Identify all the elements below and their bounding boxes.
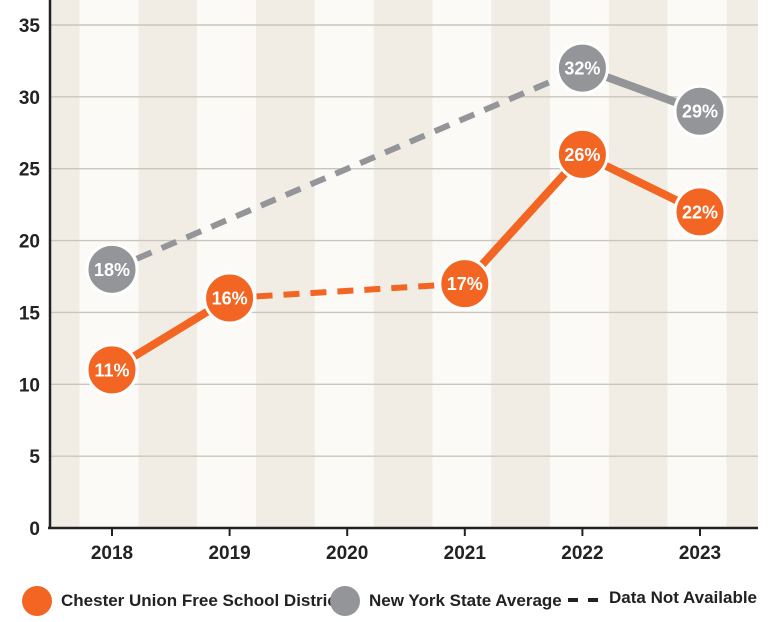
background-band [726,0,758,528]
series-line-gap-dashed [229,280,465,302]
data-point [85,242,139,296]
series-line-segment [461,151,586,287]
legend-label-state: New York State Average [369,591,562,610]
background-band [314,0,374,528]
y-tick-label: 10 [19,375,40,396]
data-point [555,127,609,181]
data-label: 26% [564,145,600,165]
legend-label-district: Chester Union Free School District [61,591,343,610]
legend-label-na: Data Not Available [609,588,758,607]
data-label: 17% [447,274,483,294]
y-tick-label: 5 [29,447,40,468]
y-tick-label: 0 [29,519,40,540]
x-tick-label: 2019 [208,543,250,564]
legend-swatch-district [22,586,52,616]
legend-dash-swatch [568,598,600,602]
data-point [85,343,139,397]
series-line-gap-dashed [110,65,584,273]
data-label: 16% [212,289,248,309]
y-tick-label: 20 [19,232,40,253]
data-point [673,84,727,138]
legend-item-state: New York State Average [330,586,562,616]
data-point [438,257,492,311]
y-axis-ticks: 0 5 10 15 20 25 30 35 [19,16,41,540]
background-band [197,0,257,528]
background-band [491,0,551,528]
legend-item-na: Data Not Available [568,588,757,608]
legend-item-district: Chester Union Free School District [22,586,343,616]
data-label: 22% [682,202,718,222]
legend-swatch-state [330,586,360,616]
background-band [256,0,315,528]
background-band [373,0,433,528]
axes [48,0,758,530]
y-tick-label: 15 [19,303,41,324]
background-band [667,0,727,528]
background-band [138,0,198,528]
background-band [50,0,80,528]
y-tick-label: 35 [19,16,41,37]
y-tick-label: 25 [19,160,41,181]
data-point [555,41,609,95]
data-label: 11% [94,360,129,380]
x-tick-label: 2021 [444,543,487,564]
background-bands [50,0,758,528]
x-tick-label: 2020 [326,543,368,564]
x-axis-ticks: 2018 2019 2020 2021 2022 2023 [91,528,721,564]
data-point [673,185,727,239]
data-label: 32% [564,59,600,79]
data-label: 18% [94,260,130,280]
legend: Chester Union Free School District New Y… [0,582,768,622]
data-label: 29% [682,102,718,122]
data-point [203,271,257,325]
series-points: 11% 16% 17% 26% 22% 18% 32% 29% [85,41,727,397]
x-tick-label: 2023 [679,543,721,564]
x-tick-label: 2018 [91,543,133,564]
x-tick-label: 2022 [561,543,603,564]
gridlines [50,24,758,457]
y-tick-label: 30 [19,88,40,109]
